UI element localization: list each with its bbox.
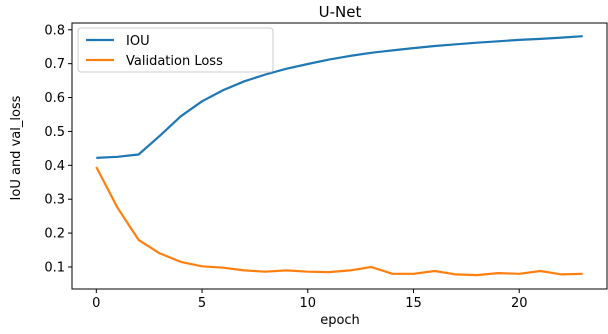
chart-title: U-Net bbox=[319, 3, 362, 21]
x-tick-label: 10 bbox=[300, 296, 317, 311]
legend-label-1: Validation Loss bbox=[126, 54, 223, 69]
legend-box bbox=[77, 27, 274, 73]
series-line-1 bbox=[95, 166, 583, 277]
y-tick-label: 0.6 bbox=[44, 91, 65, 106]
x-tick-label: 5 bbox=[198, 296, 206, 311]
x-axis-label: epoch bbox=[320, 313, 360, 328]
plot-area bbox=[95, 35, 583, 277]
y-tick-label: 0.2 bbox=[44, 227, 65, 242]
series-line-0 bbox=[96, 35, 583, 159]
x-tick-label: 0 bbox=[92, 296, 100, 311]
y-tick-label: 0.4 bbox=[44, 159, 65, 174]
y-tick-label: 0.1 bbox=[44, 260, 65, 275]
y-tick-label: 0.8 bbox=[44, 23, 65, 38]
x-tick-label: 15 bbox=[405, 296, 422, 311]
axes: 0 5 10 15 20 0.1 0.2 0.3 0.4 0.5 0.6 0.7 0.8 bbox=[44, 22, 608, 311]
legend: IOU Validation Loss bbox=[77, 27, 274, 73]
y-tick-label: 0.5 bbox=[44, 125, 65, 140]
legend-label-0: IOU bbox=[126, 34, 150, 49]
y-tick-label: 0.3 bbox=[44, 193, 65, 208]
x-tick-label: 20 bbox=[511, 296, 528, 311]
y-tick-label: 0.7 bbox=[44, 57, 65, 72]
axes-frame bbox=[71, 22, 608, 290]
y-axis-label: IoU and val_loss bbox=[9, 95, 24, 200]
